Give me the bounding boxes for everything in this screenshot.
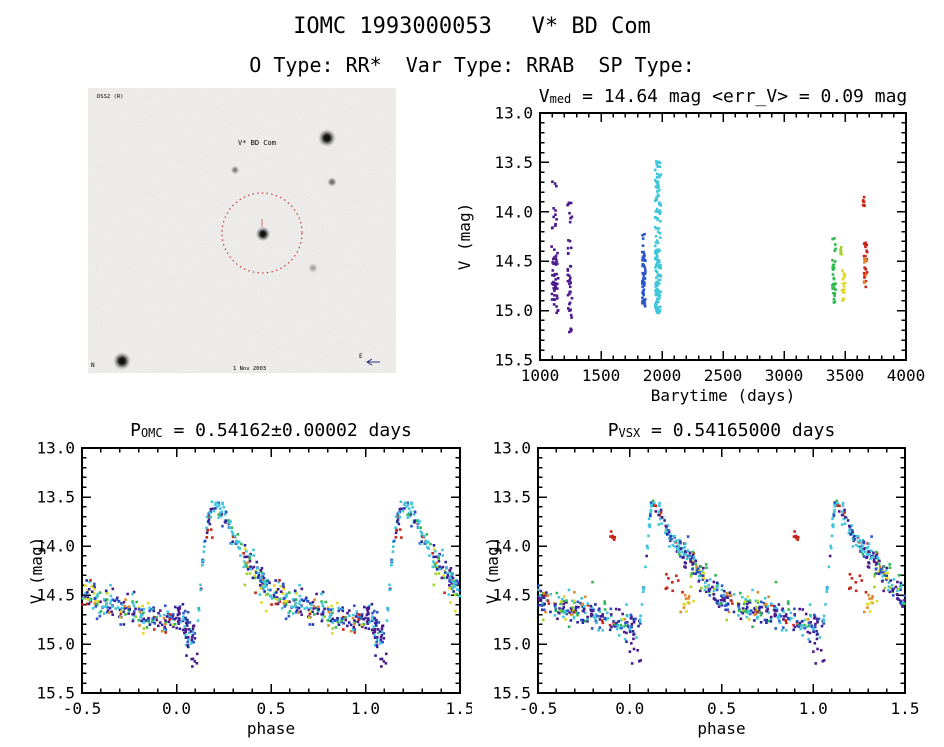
svg-text:14.0: 14.0 — [36, 537, 75, 556]
svg-text:15.5: 15.5 — [36, 684, 75, 703]
svg-text:15.0: 15.0 — [492, 635, 531, 654]
svg-text:15.5: 15.5 — [492, 684, 531, 703]
svg-text:13.5: 13.5 — [492, 488, 531, 507]
svg-text:13.5: 13.5 — [494, 153, 533, 172]
svg-text:-0.5: -0.5 — [519, 699, 558, 718]
svg-text:0.5: 0.5 — [257, 699, 286, 718]
x-axis-label: phase — [247, 719, 295, 738]
svg-text:14.5: 14.5 — [494, 252, 533, 271]
svg-text:1500: 1500 — [582, 366, 621, 385]
svg-text:13.5: 13.5 — [36, 488, 75, 507]
title-rest: = 14.64 mag <err_V> = 0.09 mag — [571, 86, 908, 107]
title-subscript: med — [549, 92, 572, 106]
y-axis-label: V (mag) — [483, 537, 502, 604]
outlier-points — [81, 528, 457, 668]
svg-text:2000: 2000 — [643, 366, 682, 385]
svg-text:13.0: 13.0 — [492, 439, 531, 458]
svg-text:1.5: 1.5 — [891, 699, 920, 718]
title-prefix: P — [130, 420, 141, 441]
svg-text:14.0: 14.0 — [492, 537, 531, 556]
svg-text:1.0: 1.0 — [799, 699, 828, 718]
svg-text:2500: 2500 — [704, 366, 743, 385]
title-prefix: V — [538, 86, 550, 107]
target-label: V* BD Com — [238, 139, 276, 147]
svg-text:0.0: 0.0 — [162, 699, 191, 718]
svg-text:15.0: 15.0 — [36, 635, 75, 654]
compass-north-label: N — [91, 362, 95, 369]
svg-text:14.0: 14.0 — [494, 202, 533, 221]
compass-east-label: E — [359, 353, 363, 360]
scatter-points — [537, 499, 907, 644]
omc-period-title: P OMC = 0.54162±0.00002 days — [82, 420, 460, 441]
page-title: IOMC 1993000053 V* BD Com — [293, 14, 651, 39]
svg-text:3000: 3000 — [765, 366, 804, 385]
svg-text:3500: 3500 — [826, 366, 865, 385]
x-axis-label: phase — [697, 719, 745, 738]
y-axis-label: V (mag) — [27, 537, 46, 604]
svg-text:13.0: 13.0 — [36, 439, 75, 458]
svg-text:14.5: 14.5 — [492, 586, 531, 605]
barytime-chart: 1000 1500 2000 2500 3000 3500 4000 13.0 13.5 14.0… — [455, 104, 925, 406]
object-type-line: O Type: RR* Var Type: RRAB SP Type: — [249, 53, 695, 77]
plot-axes — [539, 112, 907, 361]
plot-axes — [537, 447, 906, 694]
svg-text:1000: 1000 — [521, 366, 560, 385]
svg-text:15.5: 15.5 — [494, 351, 533, 370]
axis-labels: -0.5 0.0 0.5 1.0 1.5 13.0 13.5 14.0 14.5 15.0 15.5… — [27, 439, 472, 739]
vsx-phase-chart: -0.5 0.0 0.5 1.0 1.5 13.0 13.5 14.0 14.5 15.0 15.5… — [483, 439, 919, 739]
outlier-points — [546, 530, 901, 665]
vsx-period-title: P VSX = 0.54165000 days — [538, 420, 905, 441]
title-subscript: OMC — [140, 426, 163, 440]
sky-noise — [88, 88, 396, 373]
svg-text:4000: 4000 — [887, 366, 926, 385]
svg-text:15.0: 15.0 — [494, 301, 533, 320]
svg-text:0.5: 0.5 — [707, 699, 736, 718]
scatter-points — [81, 500, 461, 647]
title-rest: = 0.54162±0.00002 days — [162, 420, 412, 441]
survey-label: DSS2 (R) — [97, 94, 124, 100]
svg-text:14.5: 14.5 — [36, 586, 75, 605]
plot-axes — [81, 447, 461, 694]
target-aperture-circle — [221, 192, 303, 274]
axis-labels: 1000 1500 2000 2500 3000 3500 4000 13.0 13.5 14.0… — [455, 104, 925, 406]
svg-text:13.0: 13.0 — [494, 104, 533, 123]
date-label: 1 Nov 2003 — [233, 366, 266, 372]
title-subscript: VSX — [618, 426, 641, 440]
star-field — [113, 129, 337, 370]
title-rest: = 0.54165000 days — [640, 420, 836, 441]
scatter-points — [550, 160, 869, 334]
svg-text:0.0: 0.0 — [615, 699, 644, 718]
svg-text:1.5: 1.5 — [446, 699, 472, 718]
finding-chart-image: V* BD Com DSS2 (R) 1 Nov 2003 N E — [88, 88, 396, 373]
east-arrow-icon — [366, 358, 380, 366]
axis-labels: -0.5 0.0 0.5 1.0 1.5 13.0 13.5 14.0 14.5 15.0 15.5… — [483, 439, 919, 739]
y-axis-label: V (mag) — [455, 203, 474, 270]
svg-text:-0.5: -0.5 — [63, 699, 102, 718]
x-axis-label: Barytime (days) — [651, 386, 796, 405]
svg-text:1.0: 1.0 — [351, 699, 380, 718]
title-prefix: P — [607, 420, 619, 441]
omc-phase-chart: -0.5 0.0 0.5 1.0 1.5 13.0 13.5 14.0 14.5 15.0 15.5… — [27, 439, 472, 739]
